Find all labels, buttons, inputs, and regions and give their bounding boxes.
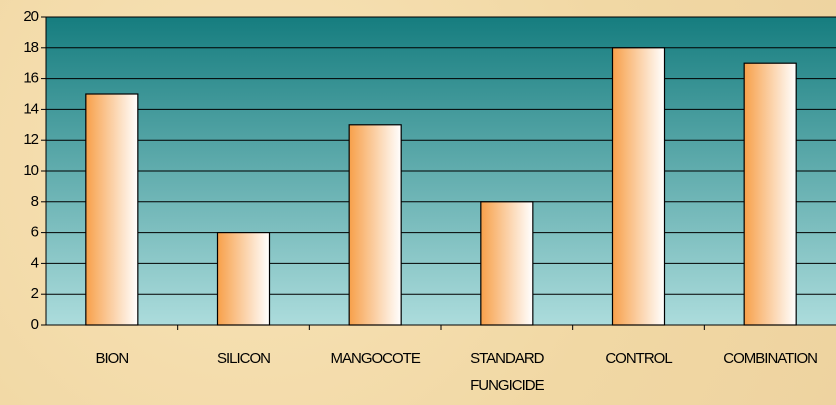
y-tick-label: 10 [23,162,38,179]
y-tick-label: 20 [23,8,38,25]
y-tick-label: 2 [31,285,39,302]
bar [743,62,797,326]
bar [480,201,534,326]
y-tick-label: 4 [31,254,39,271]
y-tick-label: 8 [31,193,39,210]
x-tick-label: SILICON [216,350,271,367]
x-tick-label: BION [95,350,129,367]
bar [85,93,139,326]
y-tick-label: 16 [23,70,38,87]
x-tick-label: STANDARD FUNGICIDE [470,350,545,394]
x-tick-label: COMBINATION [723,350,818,367]
y-tick-label: 14 [23,100,38,117]
y-tick-label: 18 [23,39,38,56]
x-tick-label: CONTROL [605,350,672,367]
x-tick-label: MANGOCOTE [330,350,420,367]
y-tick-label: 0 [31,316,39,333]
bar [216,232,271,326]
bar [348,124,402,326]
y-tick-label: 6 [31,224,39,241]
y-tick-label: 12 [23,131,38,148]
bar [611,47,666,326]
